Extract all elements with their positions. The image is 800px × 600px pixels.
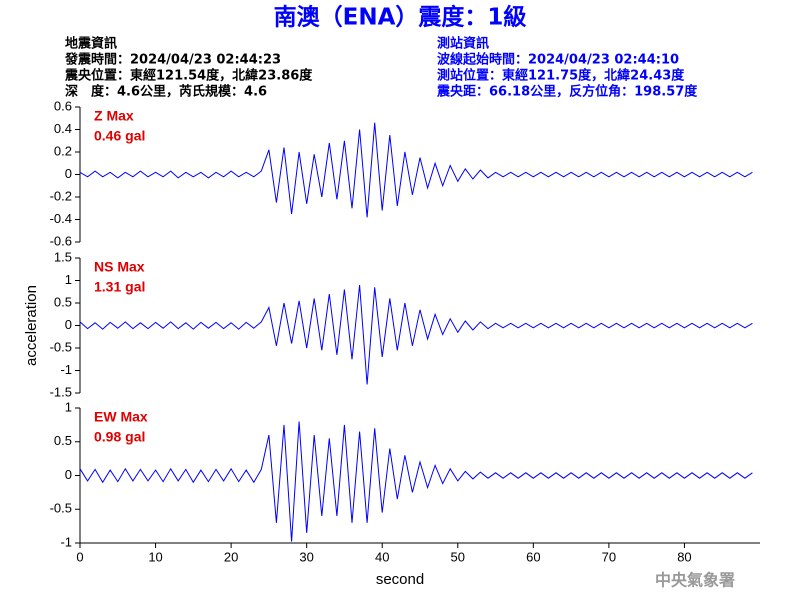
x-tick-label: 20 xyxy=(224,549,238,564)
info-line: 震央距：66.18公里，反方位角：198.57度 xyxy=(436,84,698,100)
waveform xyxy=(79,421,753,542)
waveform xyxy=(79,122,753,218)
info-line: 測站資訊 xyxy=(437,36,489,52)
y-tick-label: -1 xyxy=(60,534,72,549)
y-tick-label: 0.4 xyxy=(54,121,72,136)
x-axis-label: second xyxy=(376,571,424,588)
x-tick-label: 50 xyxy=(451,549,465,564)
x-tick-label: 80 xyxy=(677,549,691,564)
annotation: Z Max xyxy=(94,108,134,124)
y-tick-label: 1 xyxy=(65,272,72,287)
y-tick-label: -1.5 xyxy=(50,384,72,399)
y-tick-label: 0 xyxy=(65,166,72,181)
x-tick-label: 0 xyxy=(76,549,83,564)
y-tick-label: 0.5 xyxy=(54,294,72,309)
footer: 中央氣象署 xyxy=(655,571,735,590)
info-line: 震央位置：東經121.54度，北緯23.86度 xyxy=(64,68,313,84)
annotation: EW Max xyxy=(94,409,148,425)
annotation: 0.98 gal xyxy=(94,429,145,445)
annotation: NS Max xyxy=(94,259,145,275)
y-axis-label: acceleration xyxy=(23,285,40,366)
info-line: 發震時間：2024/04/23 02:44:23 xyxy=(64,52,281,68)
waveform xyxy=(79,284,753,385)
y-tick-label: -1 xyxy=(60,362,72,377)
y-tick-label: -0.4 xyxy=(50,211,72,226)
info-line: 波線起始時間：2024/04/23 02:44:10 xyxy=(437,52,679,68)
y-tick-label: 0.6 xyxy=(54,98,72,113)
y-tick-label: 1.5 xyxy=(54,249,72,264)
info-line: 地震資訊 xyxy=(65,36,117,52)
y-tick-label: 0.2 xyxy=(54,143,72,158)
x-tick-label: 40 xyxy=(375,549,389,564)
y-tick-label: -0.2 xyxy=(50,188,72,203)
y-tick-label: 0 xyxy=(65,317,72,332)
x-tick-label: 60 xyxy=(526,549,540,564)
annotation: 0.46 gal xyxy=(94,128,145,144)
info-line: 測站位置：東經121.75度，北緯24.43度 xyxy=(437,68,685,84)
x-tick-label: 30 xyxy=(299,549,313,564)
x-tick-label: 10 xyxy=(148,549,162,564)
y-tick-label: 0.5 xyxy=(54,433,72,448)
x-tick-label: 70 xyxy=(602,549,616,564)
y-tick-label: 1 xyxy=(65,399,72,414)
chart-title: 南澳（ENA）震度：1級 xyxy=(274,4,527,31)
y-tick-label: -0.5 xyxy=(50,339,72,354)
y-tick-label: 0 xyxy=(65,467,72,482)
y-tick-label: -0.6 xyxy=(50,233,72,248)
info-line: 深 度：4.6公里，芮氏規模：4.6 xyxy=(65,84,267,100)
y-tick-label: -0.5 xyxy=(50,501,72,516)
annotation: 1.31 gal xyxy=(94,279,145,295)
